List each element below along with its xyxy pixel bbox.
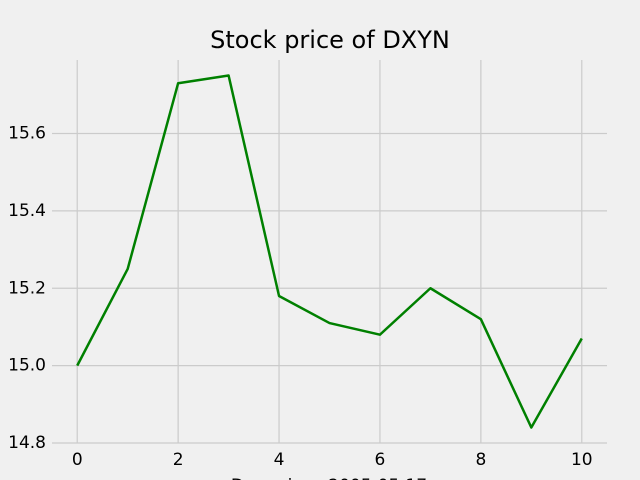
y-tick-label: 15.4 [8, 201, 46, 221]
y-tick-label: 15.0 [8, 356, 46, 376]
x-axis-label: Days since 2005-05-17 [231, 476, 427, 480]
x-tick-label: 8 [475, 450, 486, 470]
y-tick-label: 15.6 [8, 124, 46, 144]
x-tick-label: 0 [72, 450, 83, 470]
y-tick-label: 15.2 [8, 278, 46, 298]
y-tick-label: 14.8 [8, 433, 46, 453]
line-series [76, 74, 583, 429]
x-tick-label: 10 [571, 450, 593, 470]
x-tick-label: 4 [274, 450, 285, 470]
x-tick-label: 6 [375, 450, 386, 470]
x-tick-label: 2 [173, 450, 184, 470]
chart-title: Stock price of DXYN [210, 26, 450, 54]
